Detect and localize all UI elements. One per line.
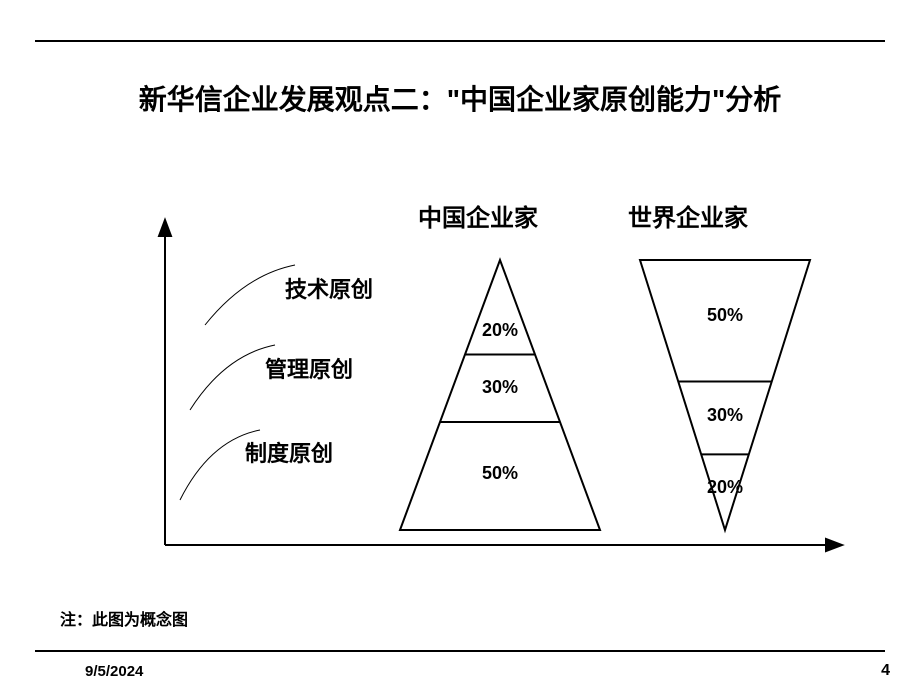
- row-label-tech: 技术原创: [285, 272, 373, 304]
- y-axis-arrowhead: [159, 220, 171, 236]
- row-label-manage: 管理原创: [265, 352, 353, 384]
- page-title: 新华信企业发展观点二："中国企业家原创能力"分析: [0, 78, 920, 118]
- chart-area: 中国企业家 世界企业家 技术原创 管理原创 制度原创 20% 30% 50% 5…: [70, 180, 860, 590]
- upright-val-middle: 30%: [470, 377, 530, 398]
- footnote: 注：此图为概念图: [60, 606, 188, 630]
- footer-date: 9/5/2024: [85, 663, 143, 680]
- footer-page: 4: [881, 662, 890, 680]
- x-axis-arrowhead: [826, 539, 842, 551]
- col-header-world: 世界企业家: [628, 198, 748, 233]
- bottom-rule: [35, 650, 885, 652]
- arc-tech: [205, 265, 295, 325]
- row-label-system: 制度原创: [245, 436, 333, 468]
- col-header-china: 中国企业家: [418, 198, 538, 233]
- inverted-val-top: 50%: [695, 305, 755, 326]
- arc-manage: [190, 345, 275, 410]
- upright-val-top: 20%: [470, 320, 530, 341]
- upright-val-bottom: 50%: [470, 463, 530, 484]
- inverted-val-middle: 30%: [695, 405, 755, 426]
- chart-svg: [70, 180, 860, 590]
- top-rule: [35, 40, 885, 42]
- inverted-val-bottom: 20%: [695, 477, 755, 498]
